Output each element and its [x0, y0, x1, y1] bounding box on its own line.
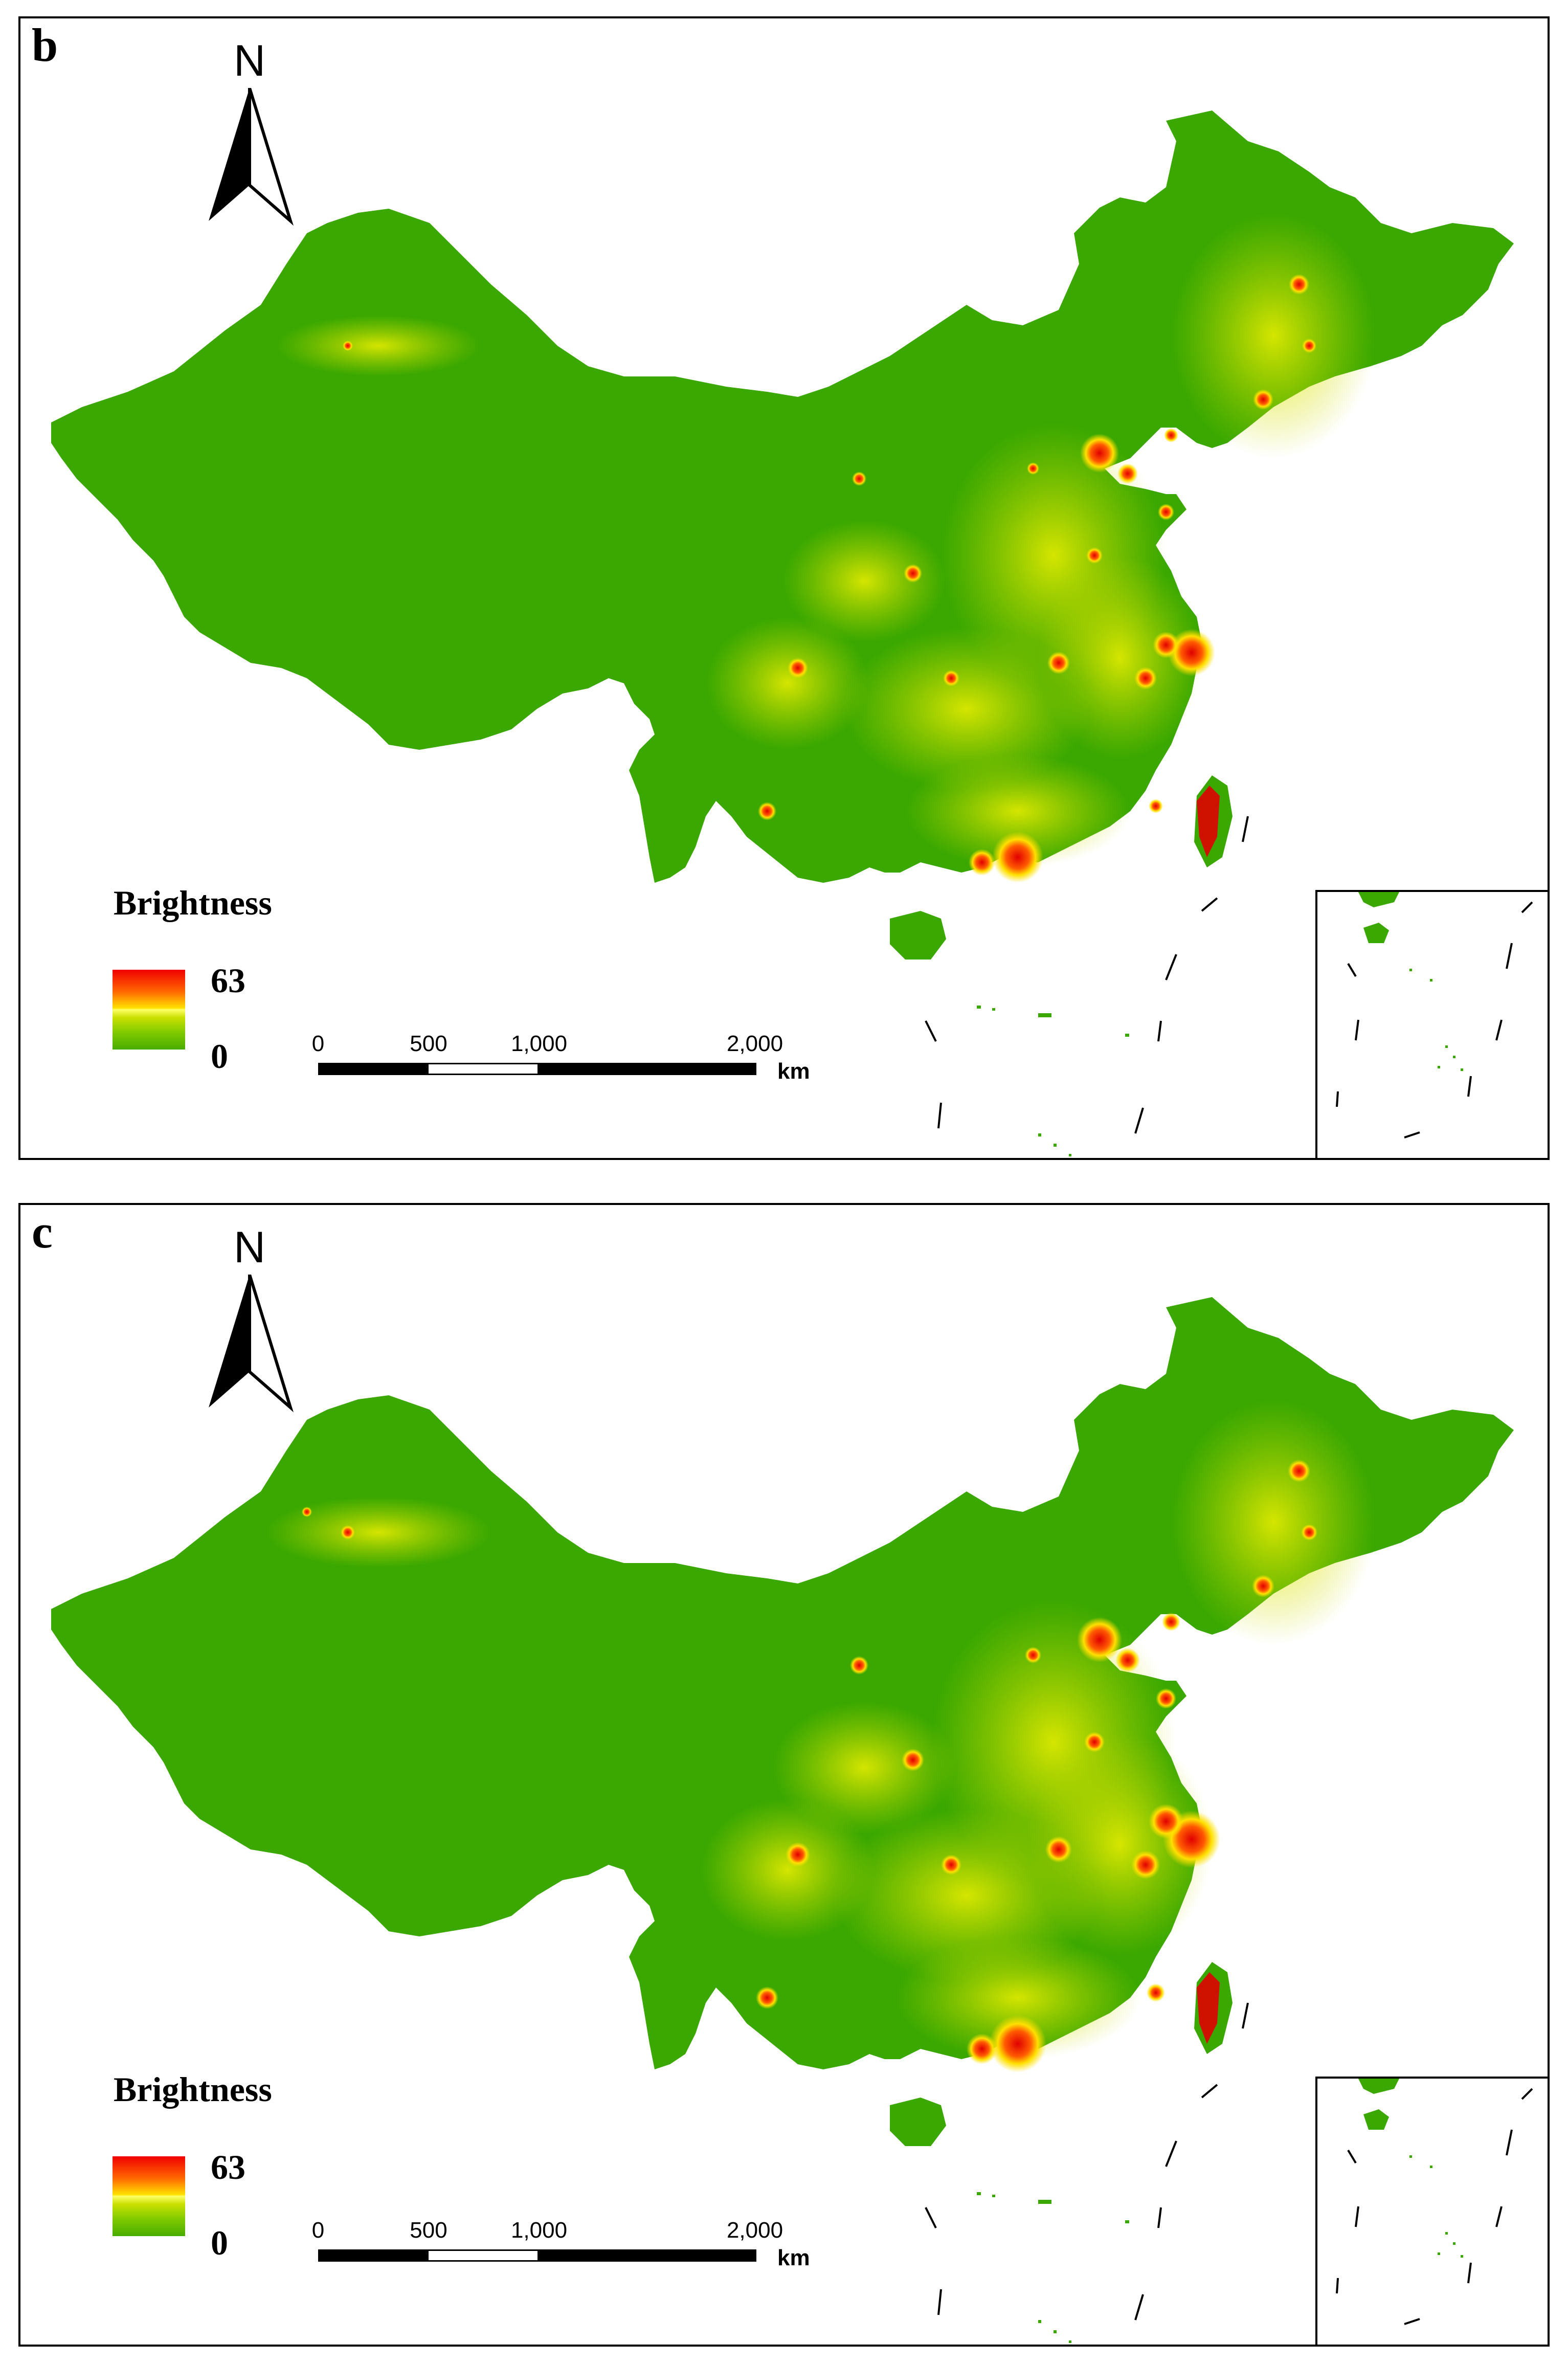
legend-title: Brightness: [114, 2070, 272, 2109]
legend-title: Brightness: [114, 883, 272, 922]
north-letter: N: [233, 36, 266, 85]
legend-color-ramp: [113, 2156, 185, 2236]
legend-min-value: 0: [211, 1037, 228, 1076]
north-letter: N: [233, 1223, 266, 1272]
map-panel-c: c: [18, 1203, 1550, 2347]
south-china-sea-inset: [1315, 890, 1548, 1158]
scale-unit: km: [777, 2245, 810, 2270]
south-china-sea-inset: [1315, 2077, 1548, 2345]
scale-tick: 1,000: [510, 1031, 568, 1056]
scale-segment: [427, 2249, 539, 2262]
china-brightness-map: [51, 110, 1514, 1156]
scale-bar: 0 500 1,000 2,000 km: [311, 1031, 821, 1103]
scale-bar: 0 500 1,000 2,000 km: [311, 2218, 821, 2289]
scale-segment: [427, 1063, 539, 1075]
legend-max-value: 63: [211, 2148, 245, 2186]
hainan-island: [890, 911, 946, 960]
panel-label: b: [32, 19, 58, 71]
nine-dash-line: [925, 816, 1249, 1134]
scale-unit: km: [777, 1059, 810, 1084]
scale-tick: 0: [311, 2218, 325, 2243]
china-brightness-map: [51, 1297, 1514, 2343]
scale-tick: 500: [410, 2218, 447, 2243]
scale-segment: [318, 2249, 429, 2262]
south-sea-islands: [977, 1006, 1129, 1156]
scale-tick: 2,000: [726, 2218, 783, 2243]
scale-segment: [537, 2249, 756, 2262]
scale-tick: 0: [311, 1031, 325, 1056]
city-lights: [343, 274, 1316, 883]
north-arrow: N: [198, 39, 301, 233]
map-panel-b: b: [18, 16, 1550, 1160]
legend-max-value: 63: [211, 961, 245, 1000]
dim-light-areas: [266, 1399, 1376, 2059]
scale-segment: [318, 1063, 429, 1075]
north-arrow: N: [198, 1225, 301, 1420]
hainan-island: [890, 2098, 946, 2146]
city-lights: [302, 1460, 1317, 2072]
legend-color-ramp: [113, 970, 185, 1050]
scale-tick: 2,000: [726, 1031, 783, 1056]
legend-min-value: 0: [211, 2223, 228, 2262]
north-arrow-icon: [209, 88, 294, 226]
scale-tick: 1,000: [510, 2218, 568, 2243]
south-sea-islands: [977, 2192, 1129, 2343]
north-arrow-icon: [209, 1275, 294, 1413]
panel-label: c: [32, 1206, 53, 1258]
nine-dash-line: [925, 2002, 1249, 2321]
scale-segment: [537, 1063, 756, 1075]
dim-light-areas: [276, 213, 1376, 867]
scale-tick: 500: [410, 1031, 447, 1056]
